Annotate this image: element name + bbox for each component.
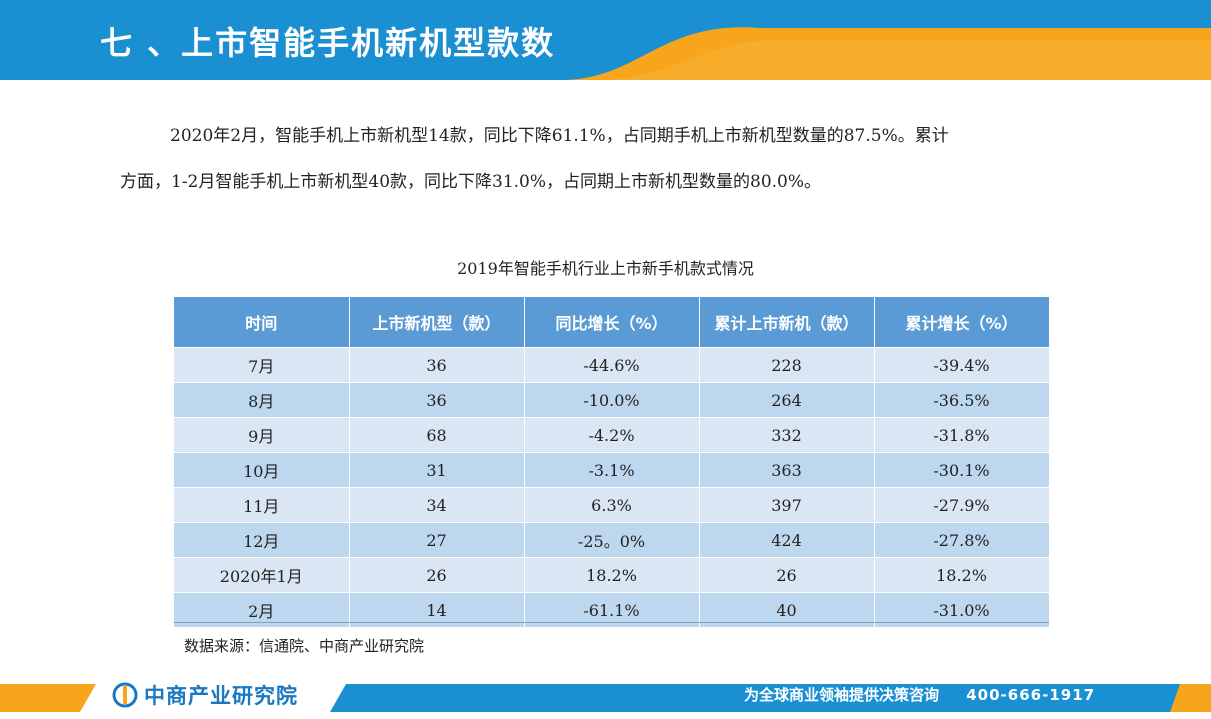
- table-cell: 18.2%: [874, 557, 1050, 593]
- table-cell: 11月: [174, 487, 350, 523]
- summary-line-2: 方面，1-2月智能手机上市新机型40款，同比下降31.0%，占同期上市新机型数量…: [120, 172, 822, 192]
- slogan-text: 为全球商业领袖提供决策咨询: [744, 686, 940, 704]
- table-header-row: 时间 上市新机型（款） 同比增长（%） 累计上市新机（款） 累计增长（%）: [174, 297, 1050, 348]
- table-cell: 18.2%: [524, 557, 700, 593]
- table-title: 2019年智能手机行业上市新手机款式情况: [457, 259, 754, 278]
- table-cell: 40: [699, 592, 875, 627]
- table-cell: -31.0%: [874, 592, 1050, 627]
- summary-paragraph: 2020年2月，智能手机上市新机型14款，同比下降61.1%，占同期手机上市新机…: [120, 113, 1100, 205]
- logo-mark-icon: [112, 682, 138, 708]
- table-cell: 397: [699, 487, 875, 523]
- column-header: 上市新机型（款）: [349, 297, 525, 348]
- table-cell: 34: [349, 487, 525, 523]
- table-cell: 10月: [174, 452, 350, 488]
- table-cell: 26: [699, 557, 875, 593]
- table-cell: 332: [699, 417, 875, 453]
- slide-footer: [0, 676, 1211, 719]
- table-cell: -3.1%: [524, 452, 700, 488]
- table-row: 11月 34 6.3% 397 -27.9%: [174, 487, 1050, 523]
- table-cell: 2月: [174, 592, 350, 627]
- footer-bars: [0, 684, 1211, 712]
- table-cell: 12月: [174, 522, 350, 558]
- data-table: 时间 上市新机型（款） 同比增长（%） 累计上市新机（款） 累计增长（%） 7月…: [174, 297, 1050, 627]
- table-cell: 36: [349, 347, 525, 383]
- contact-phone: 400-666-1917: [966, 686, 1096, 704]
- table-cell: -4.2%: [524, 417, 700, 453]
- table-row: 7月 36 -44.6% 228 -39.4%: [174, 347, 1050, 383]
- table-row: 12月 27 -25。0% 424 -27.8%: [174, 522, 1050, 558]
- table-cell: 36: [349, 382, 525, 418]
- source-divider: [174, 622, 1049, 623]
- table-row: 2020年1月 26 18.2% 26 18.2%: [174, 557, 1050, 593]
- table-row: 9月 68 -4.2% 332 -31.8%: [174, 417, 1050, 453]
- table-cell: 26: [349, 557, 525, 593]
- table-cell: 9月: [174, 417, 350, 453]
- table-cell: -39.4%: [874, 347, 1050, 383]
- summary-line-1: 2020年2月，智能手机上市新机型14款，同比下降61.1%，占同期手机上市新机…: [170, 126, 949, 146]
- table-row: 8月 36 -10.0% 264 -36.5%: [174, 382, 1050, 418]
- table-cell: -10.0%: [524, 382, 700, 418]
- table-cell: -61.1%: [524, 592, 700, 627]
- footer-slogan: 为全球商业领袖提供决策咨询 400-666-1917: [744, 684, 1095, 705]
- company-logo: 中商产业研究院: [112, 682, 298, 708]
- table-row: 2月 14 -61.1% 40 -31.0%: [174, 592, 1050, 627]
- table-cell: 363: [699, 452, 875, 488]
- table-cell: -27.9%: [874, 487, 1050, 523]
- data-source-note: 数据来源：信通院、中商产业研究院: [184, 637, 425, 655]
- slide-header: 七 、上市智能手机新机型款数: [0, 0, 1211, 80]
- table-cell: 31: [349, 452, 525, 488]
- table-cell: -31.8%: [874, 417, 1050, 453]
- table-cell: -30.1%: [874, 452, 1050, 488]
- table-cell: -36.5%: [874, 382, 1050, 418]
- column-header: 同比增长（%）: [524, 297, 700, 348]
- table-row: 10月 31 -3.1% 363 -30.1%: [174, 452, 1050, 488]
- column-header: 累计上市新机（款）: [699, 297, 875, 348]
- table-cell: 264: [699, 382, 875, 418]
- table-cell: 8月: [174, 382, 350, 418]
- table-cell: -27.8%: [874, 522, 1050, 558]
- table-cell: 14: [349, 592, 525, 627]
- page-title: 七 、上市智能手机新机型款数: [100, 24, 556, 62]
- logo-text: 中商产业研究院: [144, 684, 298, 708]
- table-cell: 68: [349, 417, 525, 453]
- table-cell: 27: [349, 522, 525, 558]
- table-cell: 2020年1月: [174, 557, 350, 593]
- table-cell: -25。0%: [524, 522, 700, 558]
- table-cell: 228: [699, 347, 875, 383]
- column-header: 累计增长（%）: [874, 297, 1050, 348]
- table-cell: 7月: [174, 347, 350, 383]
- table-cell: 6.3%: [524, 487, 700, 523]
- table-cell: 424: [699, 522, 875, 558]
- column-header: 时间: [174, 297, 350, 348]
- header-accent-shape: [560, 27, 1211, 80]
- table-cell: -44.6%: [524, 347, 700, 383]
